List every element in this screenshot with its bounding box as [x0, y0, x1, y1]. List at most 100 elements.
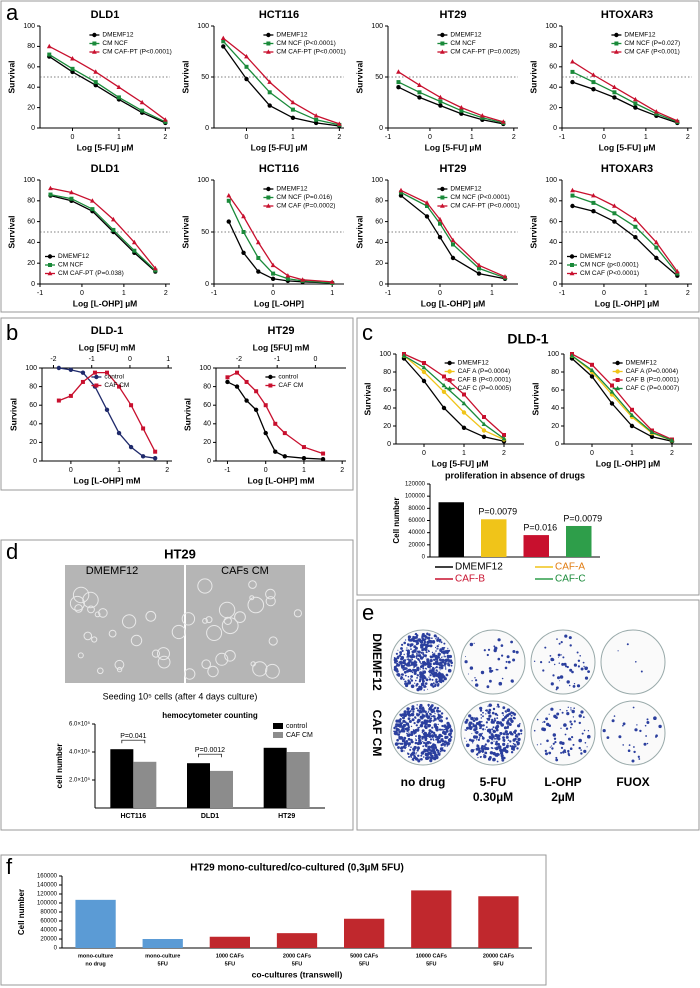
- colony: [469, 726, 473, 731]
- colony: [424, 737, 428, 740]
- colony: [429, 674, 432, 677]
- colony: [510, 640, 513, 644]
- legend-label: DMEMF12: [450, 186, 481, 193]
- legend-marker: [440, 195, 445, 200]
- legend-label: CM CAF-PT (P<0.0001): [102, 49, 171, 56]
- colony: [422, 733, 424, 735]
- cell-cluster: [205, 616, 213, 624]
- data-point: [480, 115, 485, 120]
- colony: [613, 715, 616, 717]
- y-tick-label: 100: [23, 23, 35, 30]
- data-point: [225, 375, 230, 380]
- colony: [513, 738, 515, 741]
- colony: [501, 677, 504, 680]
- cell-cluster: [234, 611, 246, 623]
- colony: [444, 665, 446, 667]
- legend-label: CM NCF (P=0.027): [624, 40, 680, 47]
- colony: [419, 671, 423, 675]
- data-point: [398, 187, 404, 193]
- data-point: [48, 185, 53, 191]
- y-tick-label: 100: [197, 23, 209, 30]
- y-tick-label: 20: [27, 104, 35, 111]
- data-point: [270, 262, 276, 268]
- data-point: [669, 437, 675, 443]
- data-point: [300, 277, 306, 282]
- colony: [428, 650, 430, 652]
- colony: [478, 733, 483, 737]
- colony: [428, 729, 432, 733]
- colony: [436, 735, 441, 740]
- colony: [546, 722, 550, 727]
- colony: [418, 680, 422, 683]
- colony: [431, 651, 434, 654]
- curve: [572, 189, 678, 272]
- x-tick-label: 5FU: [359, 961, 369, 967]
- colony: [412, 635, 415, 639]
- colony: [405, 663, 410, 667]
- colony: [464, 729, 466, 731]
- colony: [466, 726, 469, 730]
- colony: [444, 668, 447, 670]
- colony: [491, 728, 494, 731]
- data-point: [591, 80, 596, 85]
- colony: [582, 661, 585, 664]
- colony: [497, 638, 501, 642]
- colony: [401, 742, 404, 745]
- colony: [416, 653, 418, 656]
- data-point: [396, 85, 401, 90]
- colony: [419, 668, 421, 670]
- cell-cluster: [215, 652, 229, 666]
- colony: [405, 740, 409, 743]
- colony: [448, 732, 452, 736]
- colony: [474, 735, 478, 739]
- colony: [432, 736, 434, 739]
- colony: [407, 635, 411, 639]
- data-point: [461, 425, 467, 430]
- x-tick-label: 0: [71, 134, 75, 141]
- data-point: [441, 382, 447, 388]
- y-axis-label: Survival: [6, 60, 16, 93]
- caption: Seeding 10⁵ cells (after 4 days culture): [103, 691, 258, 701]
- colony: [413, 732, 416, 735]
- cell-cluster: [201, 659, 211, 670]
- colony: [484, 743, 487, 746]
- colony: [560, 751, 563, 754]
- colony: [494, 747, 496, 749]
- colony: [416, 704, 418, 706]
- colony: [492, 726, 495, 729]
- legend-marker: [614, 41, 619, 46]
- colony: [404, 747, 407, 750]
- colony: [408, 755, 410, 758]
- y-axis-label: Cell number: [17, 889, 26, 935]
- bar: [566, 525, 592, 557]
- y-tick-label: 100: [199, 365, 211, 372]
- colony: [443, 654, 445, 656]
- legend-label: CM NCF (P<0.0001): [276, 40, 335, 47]
- colony: [447, 647, 449, 649]
- colony: [502, 706, 506, 710]
- x-tick-label: -1: [211, 290, 217, 297]
- colony: [399, 661, 403, 665]
- colony: [632, 706, 635, 709]
- colony: [446, 745, 449, 747]
- colony: [438, 680, 441, 683]
- colony: [477, 738, 480, 742]
- colony: [493, 719, 497, 722]
- colony: [422, 745, 425, 748]
- colony: [658, 724, 662, 729]
- curve: [571, 355, 673, 442]
- cell-cluster: [250, 661, 256, 667]
- data-point: [105, 370, 109, 375]
- data-point: [162, 117, 168, 122]
- colony: [513, 743, 516, 746]
- colony: [422, 670, 427, 674]
- chart-title: HCT116: [259, 9, 299, 21]
- data-point: [141, 426, 146, 431]
- colony: [468, 714, 472, 718]
- colony: [409, 669, 413, 673]
- data-point: [329, 279, 335, 284]
- colony: [446, 658, 450, 662]
- y-tick-label: 100: [379, 351, 391, 358]
- y-tick-label: 50: [201, 74, 209, 81]
- colony: [439, 664, 442, 667]
